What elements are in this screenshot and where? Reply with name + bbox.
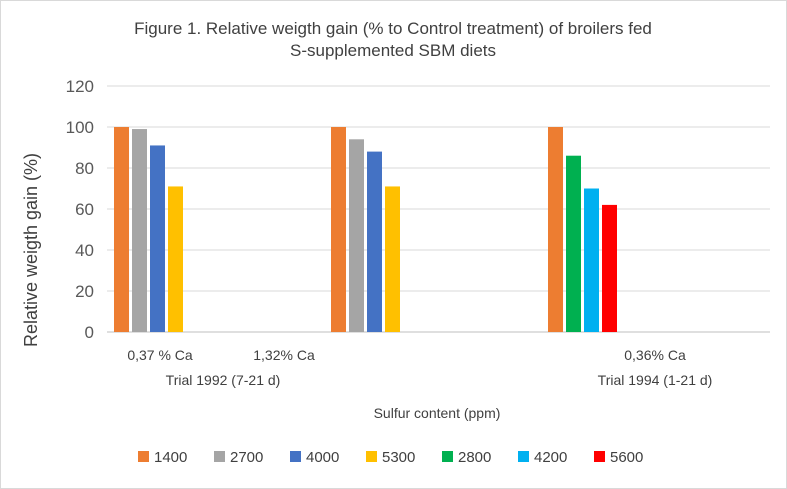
bar-2800-group-2 xyxy=(566,155,581,332)
bars xyxy=(114,127,617,332)
chart-title-line-2: S-supplemented SBM diets xyxy=(290,41,496,60)
trial-label-1994: Trial 1994 (1-21 d) xyxy=(598,372,713,388)
legend-swatch-2800 xyxy=(442,451,453,462)
legend-swatch-4000 xyxy=(290,451,301,462)
bar-2700-group-1 xyxy=(349,139,364,332)
bar-5300-group-0 xyxy=(168,186,183,332)
y-axis-label: Relative weigth gain (%) xyxy=(21,153,41,347)
legend: 1400 2700 4000 5300 2800 4200 5600 xyxy=(138,449,643,466)
bar-2700-group-0 xyxy=(132,129,147,332)
y-tick-label: 80 xyxy=(75,159,94,178)
bar-5600-group-2 xyxy=(602,204,617,332)
y-tick-label: 120 xyxy=(66,77,94,96)
legend-label-1400: 1400 xyxy=(154,449,187,466)
y-axis-ticks: 0 20 40 60 80 100 120 xyxy=(66,77,94,342)
legend-label-5600: 5600 xyxy=(610,449,643,466)
trial-label-1992: Trial 1992 (7-21 d) xyxy=(166,372,281,388)
category-label-0: 0,37 % Ca xyxy=(127,347,193,363)
legend-swatch-5300 xyxy=(366,451,377,462)
bar-1400-group-2 xyxy=(548,127,563,332)
legend-swatch-4200 xyxy=(518,451,529,462)
legend-label-2800: 2800 xyxy=(458,449,491,466)
y-tick-label: 20 xyxy=(75,282,94,301)
bar-4200-group-2 xyxy=(584,188,599,332)
legend-swatch-1400 xyxy=(138,451,149,462)
legend-swatch-5600 xyxy=(594,451,605,462)
legend-label-4000: 4000 xyxy=(306,449,339,466)
bar-4000-group-1 xyxy=(367,151,382,332)
category-label-1: 1,32% Ca xyxy=(253,347,315,363)
category-label-2: 0,36% Ca xyxy=(624,347,686,363)
y-tick-label: 100 xyxy=(66,118,94,137)
gridlines xyxy=(107,85,770,333)
bar-5300-group-1 xyxy=(385,186,400,332)
y-tick-label: 40 xyxy=(75,241,94,260)
y-tick-label: 60 xyxy=(75,200,94,219)
chart-title-line-1: Figure 1. Relative weigth gain (% to Con… xyxy=(134,19,652,38)
legend-label-2700: 2700 xyxy=(230,449,263,466)
y-tick-label: 0 xyxy=(85,323,94,342)
legend-label-4200: 4200 xyxy=(534,449,567,466)
legend-swatch-2700 xyxy=(214,451,225,462)
bar-1400-group-1 xyxy=(331,127,346,332)
bar-1400-group-0 xyxy=(114,127,129,332)
x-axis-title: Sulfur content (ppm) xyxy=(374,405,501,421)
legend-label-5300: 5300 xyxy=(382,449,415,466)
bar-4000-group-0 xyxy=(150,145,165,332)
